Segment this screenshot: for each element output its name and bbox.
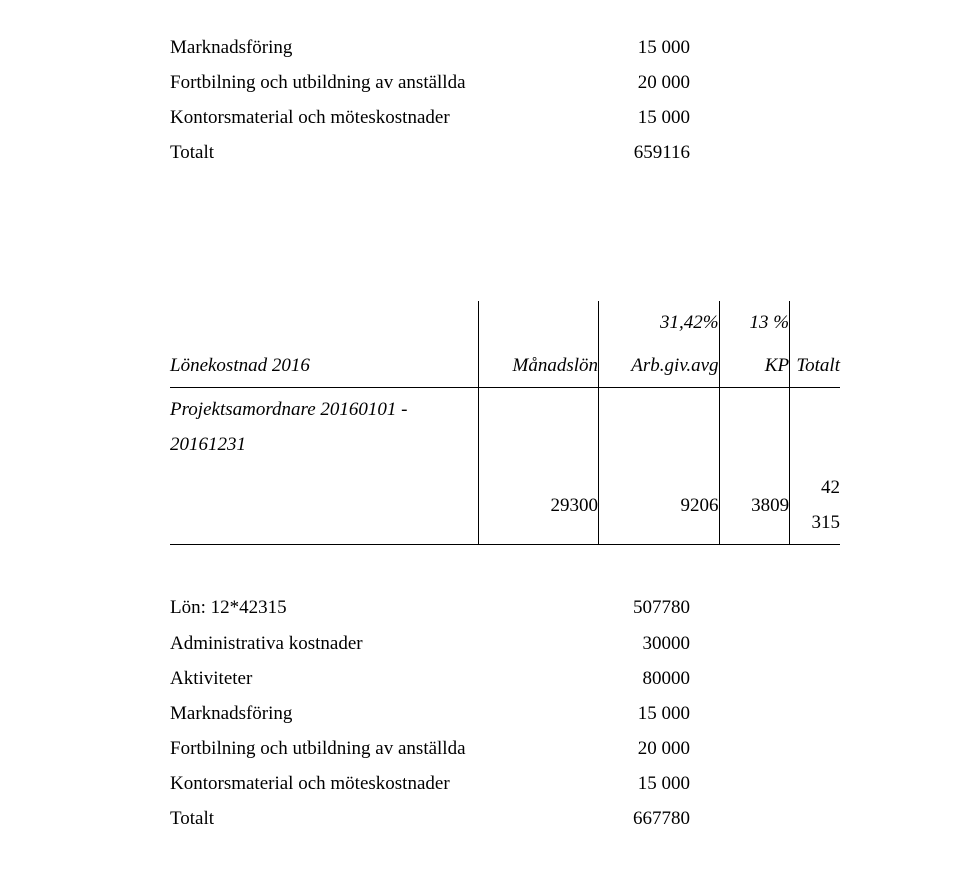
percent-row: 31,42% 13 % xyxy=(170,301,840,344)
project-label: Projektsamordnare 20160101 - 20161231 xyxy=(170,387,478,466)
val-arbgivavg: 9206 xyxy=(599,466,720,545)
col-lonekostnad: Lönekostnad 2016 xyxy=(170,344,478,388)
cost-value: 15 000 xyxy=(570,696,690,731)
cost-value: 15 000 xyxy=(570,766,690,801)
document-page: Marknadsföring 15 000 Fortbilning och ut… xyxy=(0,0,960,896)
list-item: Aktiviteter 80000 xyxy=(170,661,690,696)
list-item: Fortbilning och utbildning av anställda … xyxy=(170,65,690,100)
cost-value: 20 000 xyxy=(570,731,690,766)
list-item: Marknadsföring 15 000 xyxy=(170,696,690,731)
cost-label: Totalt xyxy=(170,801,570,836)
cost-label: Marknadsföring xyxy=(170,696,570,731)
upper-cost-list: Marknadsföring 15 000 Fortbilning och ut… xyxy=(170,30,690,171)
list-item: Lön: 12*42315 507780 xyxy=(170,590,690,625)
list-item: Kontorsmaterial och möteskostnader 15 00… xyxy=(170,766,690,801)
header-row: Lönekostnad 2016 Månadslön Arb.giv.avg K… xyxy=(170,344,840,388)
col-manadslon: Månadslön xyxy=(478,344,598,388)
cost-value: 20 000 xyxy=(570,65,690,100)
cost-value: 659116 xyxy=(570,135,690,170)
cost-value: 15 000 xyxy=(570,30,690,65)
cost-label: Lön: 12*42315 xyxy=(170,590,570,625)
list-item: Administrativa kostnader 30000 xyxy=(170,626,690,661)
col-arbgivavg: Arb.giv.avg xyxy=(599,344,720,388)
list-item: Totalt 659116 xyxy=(170,135,690,170)
col-kp: KP xyxy=(719,344,790,388)
cost-label: Kontorsmaterial och möteskostnader xyxy=(170,100,570,135)
project-label-row: Projektsamordnare 20160101 - 20161231 xyxy=(170,387,840,466)
cost-value: 30000 xyxy=(570,626,690,661)
pct-kp: 13 % xyxy=(719,301,790,344)
cost-value: 667780 xyxy=(570,801,690,836)
cost-label: Fortbilning och utbildning av anställda xyxy=(170,731,570,766)
cost-value: 80000 xyxy=(570,661,690,696)
col-totalt: Totalt xyxy=(790,344,840,388)
val-totalt: 42 315 xyxy=(790,466,840,545)
val-manadslon: 29300 xyxy=(478,466,598,545)
cost-label: Totalt xyxy=(170,135,570,170)
cost-value: 15 000 xyxy=(570,100,690,135)
cost-label: Marknadsföring xyxy=(170,30,570,65)
cost-value: 507780 xyxy=(570,590,690,625)
cost-label: Aktiviteter xyxy=(170,661,570,696)
cost-label: Administrativa kostnader xyxy=(170,626,570,661)
list-item: Totalt 667780 xyxy=(170,801,690,836)
cost-label: Fortbilning och utbildning av anställda xyxy=(170,65,570,100)
salary-cost-table: 31,42% 13 % Lönekostnad 2016 Månadslön A… xyxy=(170,301,840,546)
pct-arbgiv: 31,42% xyxy=(599,301,720,344)
lower-cost-list: Lön: 12*42315 507780 Administrativa kost… xyxy=(170,590,690,836)
project-data-row: 29300 9206 3809 42 315 xyxy=(170,466,840,545)
list-item: Kontorsmaterial och möteskostnader 15 00… xyxy=(170,100,690,135)
list-item: Fortbilning och utbildning av anställda … xyxy=(170,731,690,766)
list-item: Marknadsföring 15 000 xyxy=(170,30,690,65)
val-kp: 3809 xyxy=(719,466,790,545)
cost-label: Kontorsmaterial och möteskostnader xyxy=(170,766,570,801)
